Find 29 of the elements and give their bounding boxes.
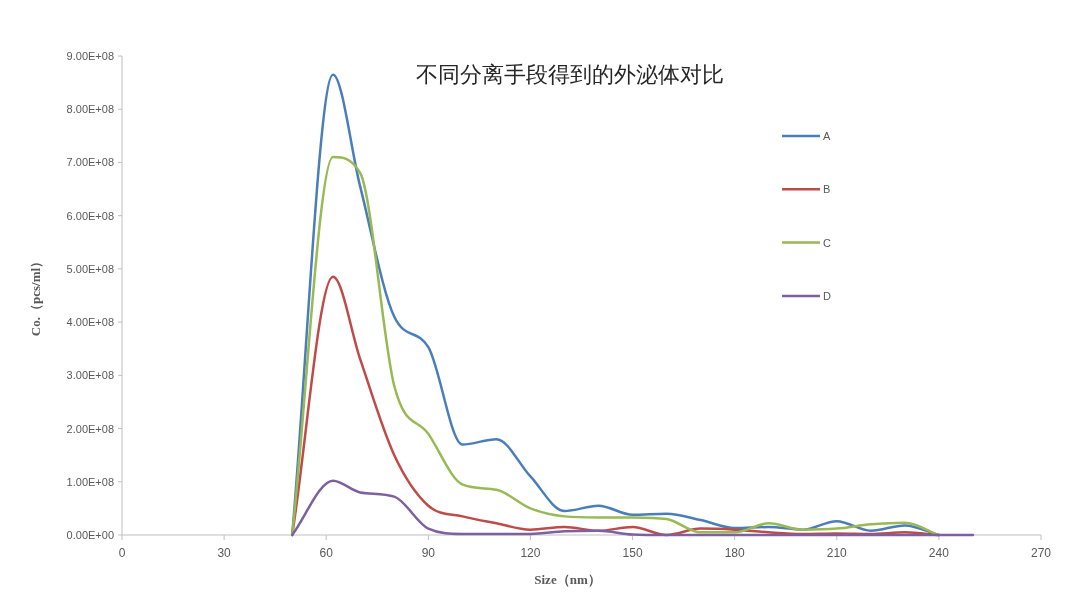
y-tick-label: 1.00E+08	[66, 475, 114, 488]
x-tick-label: 120	[520, 546, 541, 560]
x-tick-label: 180	[724, 546, 745, 560]
y-tick-label: 4.00E+08	[66, 316, 114, 329]
legend-label: C	[823, 236, 831, 249]
y-tick-label: 7.00E+08	[66, 156, 114, 169]
y-tick-label: 2.00E+08	[66, 422, 114, 435]
x-tick-label: 150	[622, 546, 643, 560]
x-tick-label: 0	[118, 546, 126, 560]
y-tick-label: 3.00E+08	[66, 369, 114, 382]
x-tick-label: 240	[928, 546, 950, 560]
y-axis-title: Co.（pcs/ml）	[28, 254, 43, 337]
x-tick-label: 90	[421, 546, 436, 560]
y-tick-label: 9.00E+08	[66, 50, 114, 62]
legend-label: D	[823, 289, 831, 302]
y-tick-label: 6.00E+08	[66, 209, 114, 222]
line-series	[290, 479, 975, 537]
x-tick-label: 270	[1030, 546, 1052, 560]
x-tick-label: 210	[826, 546, 848, 560]
y-tick-label: 8.00E+08	[66, 103, 114, 116]
x-tick-label: 30	[217, 546, 232, 560]
line-series	[290, 155, 941, 537]
x-tick-label: 60	[319, 546, 334, 560]
legend-label: A	[823, 130, 831, 142]
y-tick-label: 5.00E+08	[66, 262, 114, 275]
chart-title: 不同分离手段得到的外泌体对比	[416, 62, 724, 87]
legend-label: B	[823, 183, 831, 196]
y-tick-label: 0.00E+00	[66, 529, 114, 541]
x-axis-title: Size（nm）	[534, 572, 601, 587]
